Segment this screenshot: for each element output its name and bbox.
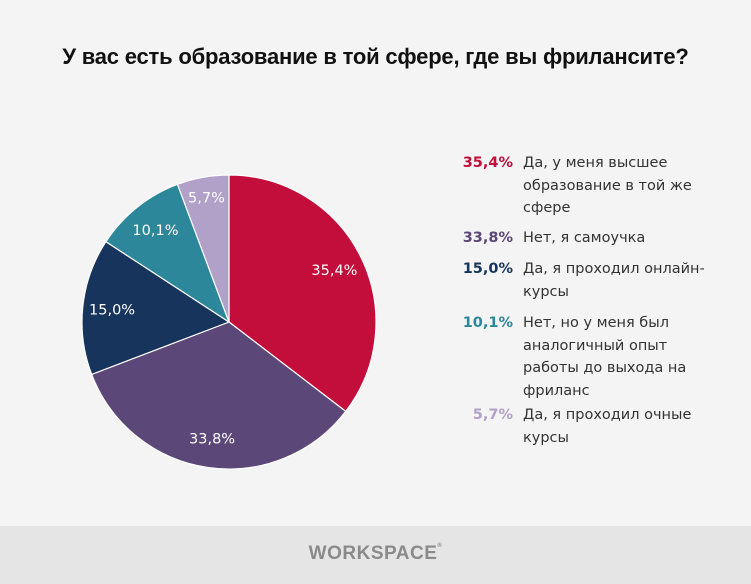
- pie-slice: [81, 240, 231, 376]
- slice-data-label: 10,1%: [132, 223, 178, 239]
- legend-label: Да, я проходил очные курсы: [523, 407, 692, 446]
- legend-item: 35,4% Да, у меня высшее образование в той…: [455, 152, 723, 220]
- pie-slice: [105, 183, 231, 324]
- legend-item: 5,7% Да, я проходил очные курсы: [455, 404, 723, 449]
- pie-slice: [228, 174, 377, 413]
- legend-item: 33,8% Нет, я самоучка: [455, 227, 723, 250]
- legend-item: 15,0% Да, я проходил онлайн-курсы: [455, 258, 723, 303]
- chart-title: У вас есть образование в той сфере, где …: [62, 44, 689, 69]
- legend-percent: 5,7%: [472, 407, 513, 423]
- legend-item: 10,1% Нет, но у меня был аналогичный опыт…: [455, 312, 723, 402]
- legend-label: Нет, я самоучка: [523, 230, 646, 246]
- pie-slice: [90, 321, 347, 470]
- slice-data-label: 5,7%: [188, 191, 225, 207]
- slice-data-label: 33,8%: [189, 431, 235, 447]
- slice-data-label: 35,4%: [311, 263, 357, 279]
- workspace-logo: WORKSPACE®: [0, 543, 751, 565]
- legend-percent: 33,8%: [462, 230, 513, 246]
- legend-label: Да, я проходил онлайн-курсы: [523, 261, 705, 300]
- legend-percent: 10,1%: [462, 315, 513, 331]
- footer: WORKSPACE®: [0, 526, 751, 584]
- pie-chart: 35,4% 33,8% 15,0% 10,1% 5,7%: [81, 174, 377, 470]
- slice-data-label: 15,0%: [89, 302, 135, 318]
- legend-label: Нет, но у меня был аналогичный опыт рабо…: [523, 315, 687, 399]
- legend-percent: 35,4%: [462, 155, 513, 171]
- pie-slice: [176, 174, 230, 323]
- legend-percent: 15,0%: [462, 261, 513, 277]
- legend-label: Да, у меня высшее образование в той же с…: [523, 155, 692, 216]
- logo-mark: ®: [437, 543, 443, 549]
- logo-text: WORKSPACE: [308, 543, 438, 564]
